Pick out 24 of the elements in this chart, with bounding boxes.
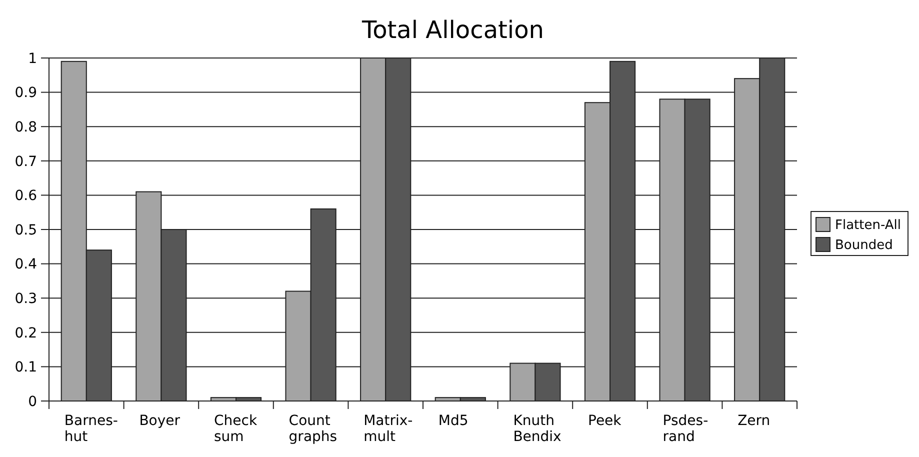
x-tick-label: Psdes- rand bbox=[662, 413, 708, 445]
x-tick-label: Boyer bbox=[139, 413, 180, 429]
x-tick-label: Knuth Bendix bbox=[513, 413, 562, 445]
x-tick-label: Check sum bbox=[214, 413, 258, 445]
y-tick-label: 0.5 bbox=[14, 222, 37, 238]
x-tick-label: Count graphs bbox=[288, 413, 338, 445]
y-tick-label: 0.6 bbox=[14, 188, 38, 204]
x-tick-label: Md5 bbox=[438, 413, 468, 429]
y-tick-label: 0.2 bbox=[14, 325, 37, 342]
legend-label: Flatten-All bbox=[835, 218, 902, 234]
y-tick-label: 0.4 bbox=[14, 256, 38, 273]
y-tick-label: 0.8 bbox=[14, 120, 37, 136]
y-tick-label: 0.9 bbox=[14, 85, 37, 102]
chart-title: Total Allocation bbox=[361, 16, 544, 44]
x-tick-label: Matrix- mult bbox=[364, 413, 413, 445]
x-tick-label: Peek bbox=[588, 413, 622, 429]
x-tick-label: Zern bbox=[738, 413, 770, 429]
y-tick-label: 0 bbox=[28, 394, 37, 410]
x-tick-label: Barnes- hut bbox=[64, 413, 118, 445]
legend-label: Bounded bbox=[835, 238, 893, 254]
y-tick-label: 0.3 bbox=[14, 291, 37, 307]
y-tick-label: 1 bbox=[28, 50, 37, 67]
y-tick-label: 0.7 bbox=[14, 154, 37, 170]
y-tick-label: 0.1 bbox=[14, 360, 37, 376]
